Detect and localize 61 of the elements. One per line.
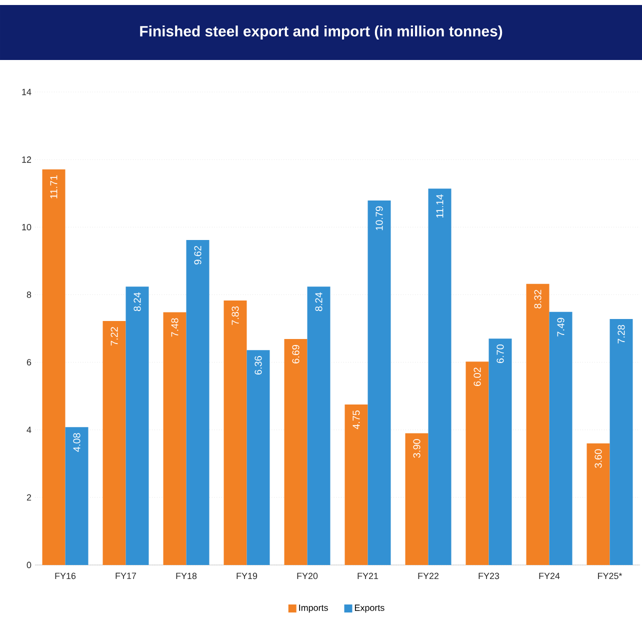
bar — [224, 300, 247, 565]
data-label: 11.71 — [50, 175, 58, 198]
data-label: 7.83 — [232, 306, 239, 325]
y-tick-label: 4 — [26, 426, 32, 433]
x-tick-label: FY22 — [418, 572, 439, 580]
bar — [284, 338, 308, 565]
bar — [126, 286, 149, 565]
bar — [549, 312, 572, 565]
data-label: 4.75 — [352, 410, 360, 430]
data-label: 6.70 — [496, 344, 504, 364]
x-tick-label: FY20 — [297, 572, 318, 580]
y-tick-label: 8 — [26, 292, 32, 298]
data-label: 7.22 — [110, 327, 118, 346]
data-label: 7.49 — [557, 318, 564, 336]
x-tick-label: FY17 — [116, 572, 136, 579]
y-tick-label: 2 — [26, 494, 32, 501]
bar — [526, 284, 550, 565]
bar — [163, 312, 186, 565]
x-tick-label: FY18 — [176, 572, 197, 580]
bar — [344, 404, 368, 565]
x-tick-label: FY23 — [478, 572, 500, 580]
y-tick-label: 0 — [26, 562, 32, 568]
data-label: 11.14 — [436, 194, 444, 218]
y-tick-label: 14 — [22, 88, 32, 96]
data-label: 6.69 — [292, 344, 300, 364]
data-label: 7.28 — [618, 324, 625, 344]
legend-label: Imports — [299, 604, 328, 613]
data-label: 8.32 — [534, 290, 542, 308]
data-label: 9.62 — [194, 246, 202, 264]
data-label: 7.48 — [171, 318, 178, 337]
bar — [488, 338, 512, 565]
data-label: 6.36 — [254, 356, 262, 375]
bar — [102, 321, 126, 565]
x-tick-label: FY24 — [539, 572, 560, 580]
bar — [368, 200, 391, 565]
data-label: 8.24 — [315, 292, 322, 312]
bar — [466, 362, 489, 565]
bar — [307, 286, 330, 565]
bar — [610, 319, 633, 565]
chart-title: Finished steel export and import (in million tonnes) — [140, 26, 502, 40]
y-tick-label: 10 — [22, 224, 32, 230]
bar — [246, 350, 270, 565]
data-label: 8.24 — [134, 292, 141, 312]
x-tick-label: FY25* — [598, 572, 622, 580]
data-label: 10.79 — [376, 206, 383, 230]
data-label: 3.90 — [413, 439, 420, 458]
y-tick-label: 6 — [26, 359, 32, 366]
x-tick-label: FY16 — [55, 572, 76, 580]
x-tick-label: FY21 — [358, 572, 378, 580]
bar — [428, 188, 452, 565]
data-label: 3.60 — [594, 449, 602, 468]
bar — [186, 240, 210, 565]
legend-label: Exports — [354, 604, 384, 613]
data-label: 6.02 — [474, 368, 481, 386]
x-tick-label: FY19 — [236, 572, 258, 580]
data-label: 4.08 — [73, 433, 80, 452]
bar — [405, 433, 428, 565]
bar — [42, 169, 66, 565]
bar — [586, 443, 610, 565]
y-tick-label: 12 — [22, 156, 32, 163]
bar — [65, 427, 88, 565]
